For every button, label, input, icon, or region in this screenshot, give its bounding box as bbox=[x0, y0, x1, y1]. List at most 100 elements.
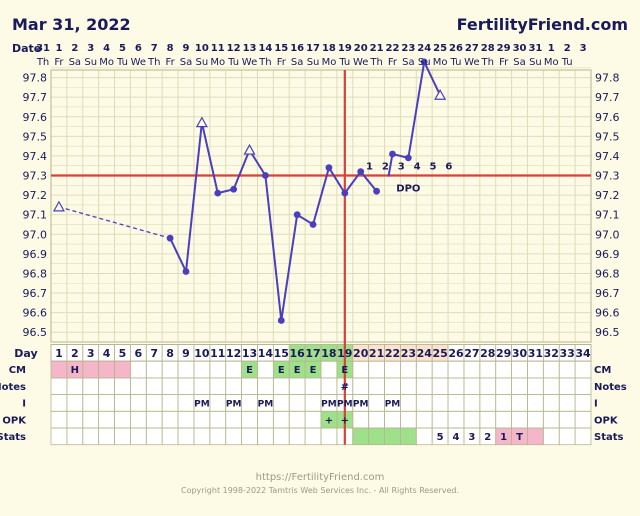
day-number: 6 bbox=[135, 347, 143, 360]
row-cell bbox=[574, 427, 592, 446]
row-cell-text: PM bbox=[385, 400, 401, 410]
row-cell-text: E bbox=[294, 365, 301, 376]
y-tick-label-right: 97.2 bbox=[595, 189, 620, 202]
weekday-label: Sa bbox=[180, 57, 192, 68]
day-number: 23 bbox=[401, 347, 416, 360]
temperature-point bbox=[293, 211, 301, 219]
y-tick-label-left: 97.4 bbox=[23, 150, 48, 163]
weekday-label: Fr bbox=[166, 57, 176, 68]
row-cell-fill bbox=[495, 428, 512, 445]
row-label-right: CM bbox=[594, 365, 611, 376]
weekday-label: Tu bbox=[227, 57, 239, 68]
day-cell-highlight bbox=[289, 344, 306, 362]
row-cell-text: PM bbox=[194, 400, 210, 410]
date-label: 3 bbox=[580, 43, 587, 54]
temperature-point bbox=[230, 185, 238, 193]
y-tick-label-left: 97.3 bbox=[23, 170, 48, 183]
temperature-point bbox=[357, 168, 365, 176]
row-cell-text: PM bbox=[337, 400, 353, 410]
temperature-segment bbox=[407, 61, 426, 159]
plot-border bbox=[50, 69, 592, 343]
y-tick-label-left: 97.7 bbox=[23, 91, 48, 104]
date-label: 4 bbox=[103, 43, 110, 54]
y-tick-label-right: 96.5 bbox=[595, 326, 620, 339]
weekday-label: Sa bbox=[69, 57, 81, 68]
date-label: 21 bbox=[370, 43, 384, 54]
weekday-label: Mo bbox=[433, 57, 448, 68]
weekday-label: Sa bbox=[402, 57, 414, 68]
day-number: 16 bbox=[290, 347, 306, 360]
day-number: 15 bbox=[274, 347, 289, 360]
row-cell-text: 2 bbox=[484, 432, 491, 443]
weekday-label: Tu bbox=[338, 57, 350, 68]
row-cell-fill bbox=[98, 361, 115, 378]
brand-name: FertilityFriend.com bbox=[457, 15, 628, 34]
day-cell-highlight bbox=[432, 344, 449, 362]
row-cell-fill bbox=[511, 428, 528, 445]
row-label-left: CM bbox=[9, 365, 26, 376]
row-cell-fill bbox=[273, 361, 290, 378]
weekday-label: Su bbox=[418, 57, 431, 68]
y-tick-label-left: 97.6 bbox=[23, 111, 48, 124]
weekday-label: Th bbox=[481, 57, 494, 68]
y-tick-label-left: 97.5 bbox=[23, 130, 48, 143]
date-label: 27 bbox=[465, 43, 479, 54]
temperature-segment bbox=[185, 122, 203, 272]
day-cell-highlight bbox=[352, 344, 369, 362]
y-tick-label-right: 97.8 bbox=[595, 72, 620, 85]
date-label: 24 bbox=[417, 43, 431, 54]
chart-date-title: Mar 31, 2022 bbox=[12, 15, 131, 34]
date-label: 20 bbox=[354, 43, 368, 54]
temperature-segment bbox=[344, 171, 362, 194]
y-tick-label-left: 97.1 bbox=[23, 209, 48, 222]
dpo-number: 5 bbox=[429, 162, 436, 173]
temperature-segment bbox=[200, 122, 219, 194]
row-label-left: OPK bbox=[2, 415, 27, 426]
date-label: 16 bbox=[290, 43, 304, 54]
dpo-number: 2 bbox=[382, 162, 389, 173]
row-cell-text: + bbox=[325, 415, 333, 426]
date-label: 19 bbox=[338, 43, 352, 54]
day-number: 19 bbox=[337, 347, 352, 360]
date-label: 28 bbox=[481, 43, 495, 54]
row-cell-fill bbox=[321, 411, 337, 428]
footer-url[interactable]: https://FertilityFriend.com bbox=[256, 472, 385, 483]
row-label-right: OPK bbox=[594, 415, 619, 426]
row-cell-text: E bbox=[341, 365, 348, 376]
temperature-segment bbox=[387, 153, 394, 177]
marks-layer bbox=[51, 58, 591, 445]
temperature-point bbox=[420, 58, 428, 66]
row-cell-fill bbox=[51, 361, 67, 378]
y-tick-label-left: 97.2 bbox=[23, 189, 48, 202]
date-label: 15 bbox=[274, 43, 288, 54]
temperature-segment bbox=[58, 206, 171, 239]
row-cell-fill bbox=[82, 361, 99, 378]
y-tick-label-left: 96.9 bbox=[23, 248, 48, 261]
date-label: 12 bbox=[227, 43, 241, 54]
weekday-label: Sa bbox=[291, 57, 303, 68]
weekday-label: Tu bbox=[561, 57, 573, 68]
row-cell-text: PM bbox=[353, 400, 369, 410]
row-cell-text: 3 bbox=[468, 432, 475, 443]
day-cell-highlight bbox=[400, 344, 417, 362]
temperature-point bbox=[389, 150, 396, 158]
temperature-point bbox=[277, 317, 285, 324]
weekday-label: Mo bbox=[210, 57, 225, 68]
row-cell-fill bbox=[400, 428, 417, 445]
day-number: 2 bbox=[71, 347, 79, 360]
date-label: 13 bbox=[243, 43, 257, 54]
day-number: 31 bbox=[528, 347, 543, 360]
y-tick-label-right: 97.4 bbox=[595, 150, 620, 163]
y-tick-label-left: 96.7 bbox=[23, 287, 48, 300]
row-cell-text: PM bbox=[321, 400, 337, 410]
temperature-point bbox=[166, 234, 174, 242]
row-cell-text: # bbox=[341, 382, 349, 393]
weekday-label: Su bbox=[84, 57, 97, 68]
y-tick-label-right: 97.5 bbox=[595, 130, 620, 143]
weekday-label: Tu bbox=[116, 57, 128, 68]
day-cell-highlight bbox=[416, 344, 433, 362]
date-label: 8 bbox=[167, 43, 174, 54]
day-number: 29 bbox=[496, 347, 511, 360]
y-tick-label-right: 96.7 bbox=[595, 287, 620, 300]
